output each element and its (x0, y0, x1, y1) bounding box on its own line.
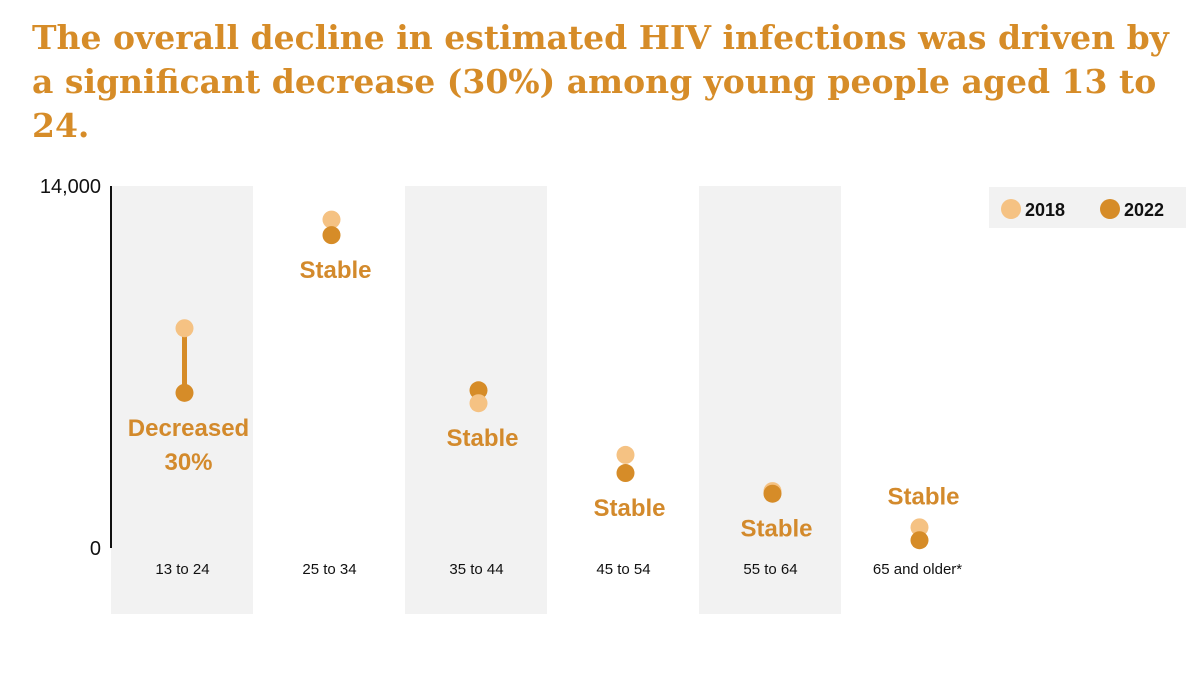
legend-background (989, 187, 1186, 228)
chart-marks: 13 to 24 Decreased 30% 25 to 34 Stable 35 to … (128, 210, 962, 578)
annotation-65-and-older: Stable (887, 483, 959, 510)
annotation-55-to-64: Stable (740, 516, 812, 543)
legend-swatch-2018 (1001, 199, 1021, 219)
dot-2022-35-to-44 (469, 381, 488, 400)
annotation-13-to-24-line-2: 30% (164, 449, 212, 476)
x-category-label-65-and-older: 65 and older* (873, 561, 962, 578)
dot-2022-45-to-54 (616, 464, 635, 483)
legend-label-2018: 2018 (1025, 200, 1065, 220)
dot-2018-35-to-44 (469, 394, 488, 413)
dot-2022-13-to-24 (175, 383, 194, 402)
x-category-label-55-to-64: 55 to 64 (743, 561, 797, 578)
annotation-45-to-54: Stable (593, 495, 665, 522)
dot-2018-65-and-older (910, 518, 929, 537)
legend-swatch-2022 (1100, 199, 1120, 219)
chart-plot: 14,000 0 (40, 176, 112, 560)
annotation-35-to-44: Stable (446, 425, 518, 452)
y-tick-label-min: 0 (90, 538, 101, 560)
x-category-label-45-to-54: 45 to 54 (596, 561, 650, 578)
dot-2022-65-and-older (910, 531, 929, 550)
chart-headline: The overall decline in estimated HIV inf… (32, 18, 1169, 145)
annotation-13-to-24-line-1: Decreased (128, 415, 249, 442)
annotation-25-to-34: Stable (299, 257, 371, 284)
band-55-to-64 (699, 186, 841, 614)
y-tick-label-max: 14,000 (40, 176, 101, 198)
dot-2018-13-to-24 (175, 319, 194, 338)
x-category-label-25-to-34: 25 to 34 (302, 561, 356, 578)
dot-2022-25-to-34 (322, 226, 341, 245)
x-category-label-35-to-44: 35 to 44 (449, 561, 503, 578)
x-category-label-13-to-24: 13 to 24 (155, 561, 209, 578)
dot-2022-55-to-64 (763, 484, 782, 503)
legend-label-2022: 2022 (1124, 200, 1164, 220)
dot-2018-45-to-54 (616, 445, 635, 464)
dot-2018-25-to-34 (322, 210, 341, 229)
legend: 2018 2022 (989, 187, 1186, 228)
